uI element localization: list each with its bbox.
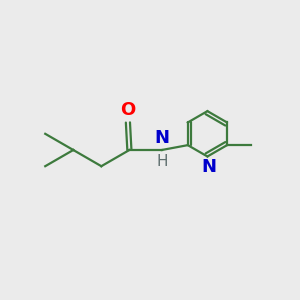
- Text: H: H: [156, 154, 167, 169]
- Text: N: N: [154, 129, 169, 147]
- Text: O: O: [120, 101, 136, 119]
- Text: N: N: [201, 158, 216, 176]
